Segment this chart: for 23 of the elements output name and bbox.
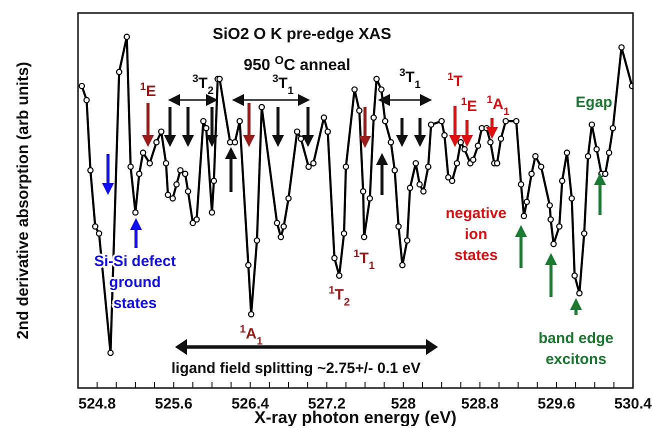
- annotation: Egap: [576, 94, 612, 111]
- x-tick-label: 528: [390, 396, 416, 413]
- annotation: negative ion states: [446, 205, 506, 264]
- annotation: $^{1}$A$_{1}$: [240, 323, 263, 348]
- annotation: $^{1}$T$_{2}$: [328, 284, 350, 309]
- annotation: ligand field splitting ~2.75+/- 0.1 eV: [171, 360, 421, 377]
- text: 950 $^{O}$C anneal: [244, 55, 350, 74]
- y-axis-title: 2nd derivative absorption (arb units): [15, 62, 32, 340]
- annotation: $^{3}$T$_{2}$: [192, 73, 214, 97]
- x-tick-label: 529.6: [538, 396, 576, 413]
- annotation: $^{1}$E: [460, 96, 478, 115]
- annotation: $^{1}$T$_{1}$: [354, 248, 375, 272]
- x-tick-label: 524.8: [78, 396, 116, 413]
- x-tick-label: 528.8: [461, 396, 499, 413]
- annotation: $^{3}$T$_{1}$: [399, 67, 421, 91]
- chart-title: SiO2 O K pre-edge XAS: [212, 26, 392, 43]
- annotation: $^{1}$A$_{1}$: [486, 94, 510, 118]
- x-tick-label: 525.6: [154, 396, 192, 413]
- annotation: $^{1}$E: [140, 81, 156, 100]
- annotation: $^{3}$T$_{1}$: [272, 73, 294, 97]
- annotation: band edge excitons: [538, 330, 614, 368]
- annotation: $^{1}$T: [447, 71, 463, 90]
- x-tick-label: 530.4: [614, 396, 652, 413]
